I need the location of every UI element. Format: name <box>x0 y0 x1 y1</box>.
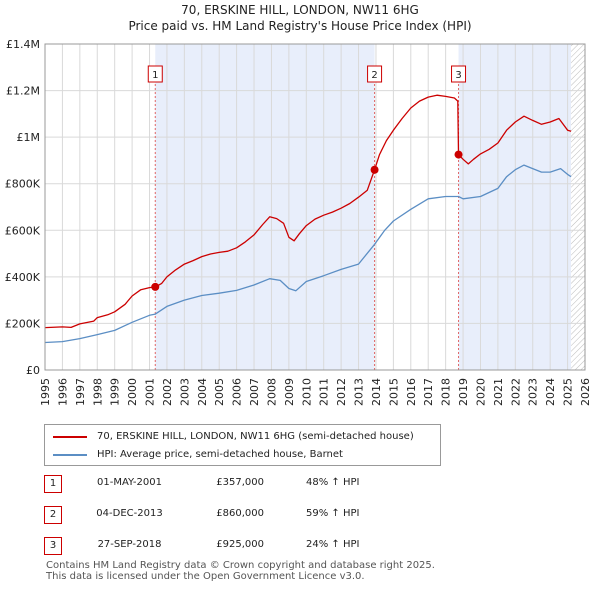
y-tick-label: £600K <box>5 224 41 237</box>
y-tick-label: £1.4M <box>6 38 40 51</box>
transaction-number: 2 <box>44 506 62 524</box>
x-tick-label: 2012 <box>335 378 348 406</box>
x-tick-label: 1996 <box>56 378 69 406</box>
x-tick-label: 2023 <box>527 378 540 406</box>
footer-attribution: Contains HM Land Registry data © Crown c… <box>46 560 435 582</box>
property-line-swatch <box>53 435 87 438</box>
shaded-range <box>458 44 572 370</box>
x-tick-label: 2001 <box>144 378 157 406</box>
legend-item-hpi: HPI: Average price, semi-detached house,… <box>53 449 343 460</box>
x-tick-label: 2018 <box>440 378 453 406</box>
x-tick-label: 2011 <box>318 378 331 406</box>
x-tick-label: 1995 <box>39 378 52 406</box>
x-tick-label: 2019 <box>457 378 470 406</box>
transaction-date: 01-MAY-2001 <box>96 477 162 488</box>
footer-license: This data is licensed under the Open Gov… <box>46 571 365 582</box>
transaction-price: £860,000 <box>216 508 264 519</box>
table-row: 2 04-DEC-2013 £860,000 59% ↑ HPI <box>44 506 464 524</box>
transaction-price: £357,000 <box>216 477 264 488</box>
x-tick-label: 2017 <box>422 378 435 406</box>
footer-copyright: Contains HM Land Registry data © Crown c… <box>46 560 435 571</box>
x-tick-label: 2009 <box>283 378 296 406</box>
transaction-date: 04-DEC-2013 <box>96 508 163 519</box>
x-tick-label: 2025 <box>562 378 575 406</box>
x-tick-label: 2002 <box>161 378 174 406</box>
x-tick-label: 2020 <box>474 378 487 406</box>
table-row: 3 27-SEP-2018 £925,000 24% ↑ HPI <box>44 537 464 555</box>
y-tick-label: £400K <box>5 271 41 284</box>
transaction-hpi-change: 59% ↑ HPI <box>306 508 360 519</box>
x-tick-label: 2006 <box>231 378 244 406</box>
x-tick-label: 1998 <box>91 378 104 406</box>
chart-subtitle: Price paid vs. HM Land Registry's House … <box>128 19 471 33</box>
x-tick-label: 2007 <box>248 378 261 406</box>
sale-label-box <box>367 65 383 83</box>
sale-marker-point <box>454 150 463 159</box>
sale-marker-point <box>370 165 379 174</box>
y-tick-label: £200K <box>5 317 41 330</box>
legend: 70, ERSKINE HILL, LONDON, NW11 6HG (semi… <box>44 424 441 466</box>
y-tick-label: £1.2M <box>6 85 40 98</box>
transaction-number: 1 <box>44 475 62 493</box>
hatched-region <box>571 44 585 370</box>
x-tick-label: 2015 <box>387 378 400 406</box>
sale-label-number: 3 <box>455 70 461 81</box>
x-tick-label: 2003 <box>178 378 191 406</box>
table-row: 1 01-MAY-2001 £357,000 48% ↑ HPI <box>44 475 464 493</box>
x-tick-label: 2021 <box>492 378 505 406</box>
x-tick-label: 2010 <box>300 378 313 406</box>
x-tick-label: 1999 <box>109 378 122 406</box>
sale-label-box <box>147 65 163 83</box>
y-tick-label: £800K <box>5 178 41 191</box>
transaction-hpi-change: 24% ↑ HPI <box>306 539 360 550</box>
x-tick-label: 2022 <box>509 378 522 406</box>
chart-title: 70, ERSKINE HILL, LONDON, NW11 6HG <box>181 3 419 17</box>
transaction-hpi-change: 48% ↑ HPI <box>306 477 360 488</box>
x-tick-label: 2026 <box>579 378 592 406</box>
x-tick-label: 2000 <box>126 378 139 406</box>
x-tick-label: 2016 <box>405 378 418 406</box>
price-chart: 70, ERSKINE HILL, LONDON, NW11 6HG Price… <box>5 3 592 406</box>
legend-item-property: 70, ERSKINE HILL, LONDON, NW11 6HG (semi… <box>53 431 414 442</box>
transaction-date: 27-SEP-2018 <box>97 539 162 550</box>
y-tick-label: £1M <box>17 131 41 144</box>
property-price-line <box>44 94 572 329</box>
transaction-price: £925,000 <box>216 539 264 550</box>
sale-marker-point <box>151 282 160 291</box>
transaction-number: 3 <box>44 537 62 555</box>
x-tick-label: 2014 <box>370 378 383 406</box>
x-tick-label: 2024 <box>544 378 557 406</box>
sale-label-box <box>451 65 467 83</box>
sale-label-number: 2 <box>371 70 377 81</box>
x-tick-label: 1997 <box>74 378 87 406</box>
sale-label-number: 1 <box>152 70 158 81</box>
hpi-line <box>44 164 572 344</box>
x-tick-label: 2004 <box>196 378 209 406</box>
legend-property-label: 70, ERSKINE HILL, LONDON, NW11 6HG (semi… <box>97 431 414 442</box>
plot-border <box>44 43 586 371</box>
shaded-range <box>155 44 375 370</box>
hpi-line-swatch <box>53 453 87 456</box>
y-tick-label: £0 <box>26 364 40 377</box>
x-tick-label: 2008 <box>265 378 278 406</box>
legend-hpi-label: HPI: Average price, semi-detached house,… <box>97 449 343 460</box>
x-tick-label: 2013 <box>353 378 366 406</box>
x-tick-label: 2005 <box>213 378 226 406</box>
